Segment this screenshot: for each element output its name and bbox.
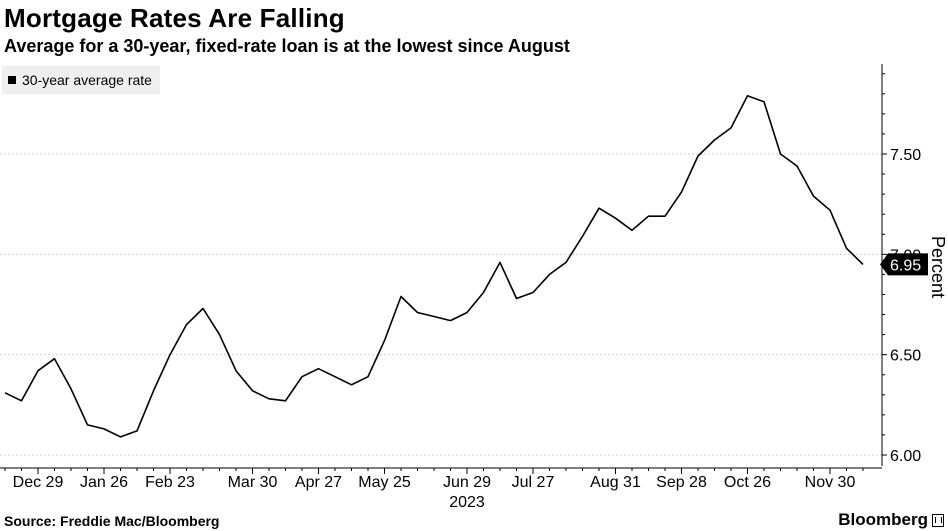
y-axis-title: Percent	[928, 236, 948, 298]
last-value-label: 6.95	[890, 257, 921, 274]
series-line-30-year-average-rate	[4, 95, 864, 438]
year-label: 2023	[449, 494, 485, 511]
last-value-tag	[880, 253, 928, 276]
legend-swatch	[8, 76, 16, 84]
x-tick-label: Dec 29	[13, 474, 64, 491]
value-label-layer: 6.95	[880, 253, 928, 276]
x-axis: Dec 29 Jan 26 Feb 23 Mar 30 Apr 27 May 25 Jun …	[0, 467, 882, 511]
x-tick-label: Mar 30	[228, 474, 278, 491]
x-tick-label: Jun 29	[443, 474, 491, 491]
x-tick-label: Jan 26	[80, 474, 128, 491]
brand-name: Bloomberg	[838, 510, 928, 529]
y-tick-label: 7.50	[890, 147, 921, 164]
source-note: Source: Freddie Mac/Bloomberg	[4, 513, 220, 529]
x-tick-label: Jul 27	[512, 474, 555, 491]
bloomberg-mark-icon	[932, 513, 944, 527]
legend-label: 30-year average rate	[22, 72, 152, 88]
chart-subtitle: Average for a 30-year, fixed-rate loan i…	[4, 36, 570, 56]
y-tick-label: 6.50	[890, 348, 921, 365]
x-tick-label: Nov 30	[805, 474, 856, 491]
series-layer	[4, 95, 864, 438]
chart-title: Mortgage Rates Are Falling	[4, 3, 345, 33]
y-tick-label: 6.00	[890, 448, 921, 465]
x-tick-label: Oct 26	[724, 474, 771, 491]
legend: 30-year average rate	[2, 66, 160, 94]
bloomberg-logo: Bloomberg	[838, 510, 944, 530]
x-tick-label: Sep 28	[656, 474, 707, 491]
x-tick-label: May 25	[358, 474, 411, 491]
x-tick-label: Apr 27	[295, 474, 342, 491]
x-tick-label: Aug 31	[590, 474, 641, 491]
x-tick-label: Feb 23	[145, 474, 195, 491]
gridlines	[0, 153, 882, 456]
